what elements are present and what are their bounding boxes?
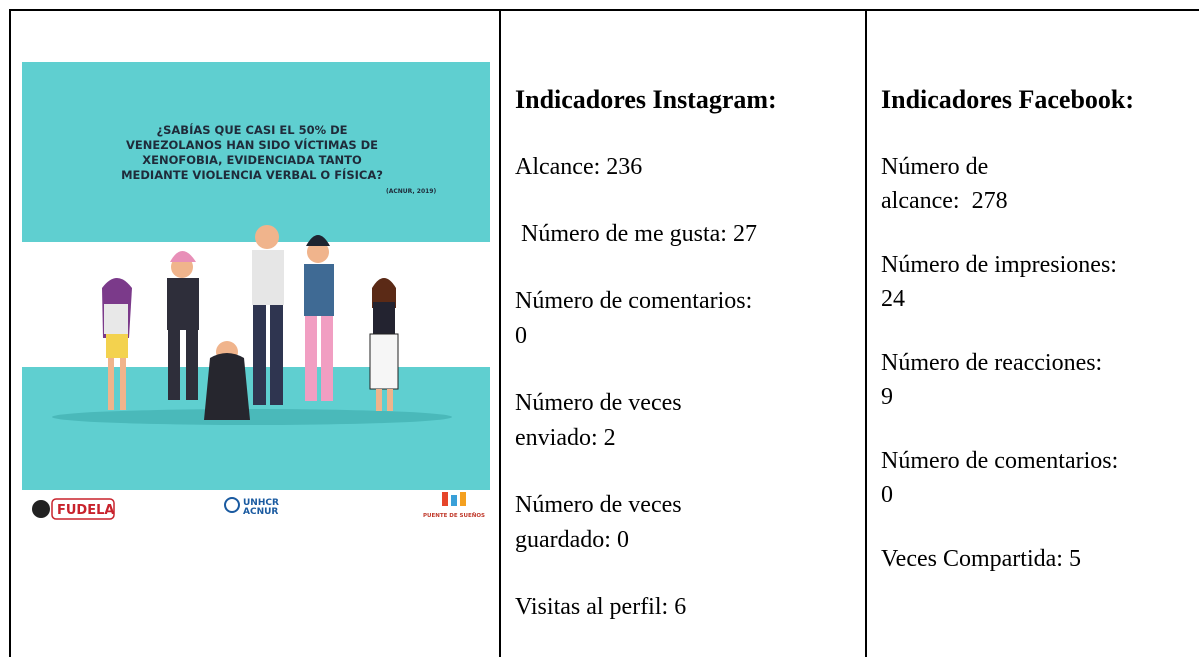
logo: PUENTE DE SUEÑOS bbox=[423, 512, 485, 519]
table-border bbox=[9, 9, 11, 657]
indicator-line: Número de comentarios: bbox=[515, 284, 860, 319]
table-border bbox=[10, 9, 1199, 11]
indicator: Alcance: 236 bbox=[515, 150, 860, 185]
indicator-line: alcance: 278 bbox=[881, 184, 1199, 218]
indicator-line: enviado: 2 bbox=[515, 421, 860, 456]
indicator: Número de impresiones:24 bbox=[881, 248, 1199, 316]
indicator: Número de me gusta: 27 bbox=[515, 217, 860, 252]
indicator-line: Número de veces bbox=[515, 386, 860, 421]
indicator-line: Visitas al perfil: 6 bbox=[515, 590, 860, 625]
column-title: Indicadores Facebook: bbox=[881, 80, 1199, 120]
headline: XENOFOBIA, EVIDENCIADA TANTO bbox=[142, 153, 362, 167]
source: (ACNUR, 2019) bbox=[386, 188, 436, 195]
indicator-line: Número de reacciones: bbox=[881, 346, 1199, 380]
headline: MEDIANTE VIOLENCIA VERBAL O FÍSICA? bbox=[121, 167, 383, 182]
indicator-line: 0 bbox=[515, 319, 860, 354]
indicator-line: Número de bbox=[881, 150, 1199, 184]
campaign-image: ¿SABÍAS QUE CASI EL 50% DE VENEZOLANOS H… bbox=[22, 62, 490, 528]
indicator-line: 9 bbox=[881, 380, 1199, 414]
indicator-line: Número de me gusta: 27 bbox=[515, 217, 860, 252]
indicator-line: 0 bbox=[881, 478, 1199, 512]
indicator-line: Número de comentarios: bbox=[881, 444, 1199, 478]
indicator-line: guardado: 0 bbox=[515, 523, 860, 558]
indicator: Número de reacciones:9 bbox=[881, 346, 1199, 414]
logo: FUDELA bbox=[57, 503, 114, 518]
indicator-line: Número de veces bbox=[515, 488, 860, 523]
indicator-line: Número de impresiones: bbox=[881, 248, 1199, 282]
table-border bbox=[499, 9, 501, 657]
indicator-line: Veces Compartida: 5 bbox=[881, 542, 1199, 576]
indicator: Número de comentarios:0 bbox=[881, 444, 1199, 512]
logo: ACNUR bbox=[243, 507, 278, 517]
indicator-line: Alcance: 236 bbox=[515, 150, 860, 185]
headline: ¿SABÍAS QUE CASI EL 50% DE bbox=[156, 122, 347, 137]
headline: VENEZOLANOS HAN SIDO VÍCTIMAS DE bbox=[126, 137, 378, 152]
indicator-line: 24 bbox=[881, 282, 1199, 316]
table-border bbox=[865, 9, 867, 657]
indicator: Visitas al perfil: 6 bbox=[515, 590, 860, 625]
page: ¿SABÍAS QUE CASI EL 50% DE VENEZOLANOS H… bbox=[0, 0, 1199, 657]
column-title: Indicadores Instagram: bbox=[515, 80, 860, 120]
indicator: Veces Compartida: 5 bbox=[881, 542, 1199, 576]
instagram-column: Indicadores Instagram: Alcance: 236 Núme… bbox=[515, 80, 860, 657]
indicator: Número de comentarios:0 bbox=[515, 284, 860, 354]
